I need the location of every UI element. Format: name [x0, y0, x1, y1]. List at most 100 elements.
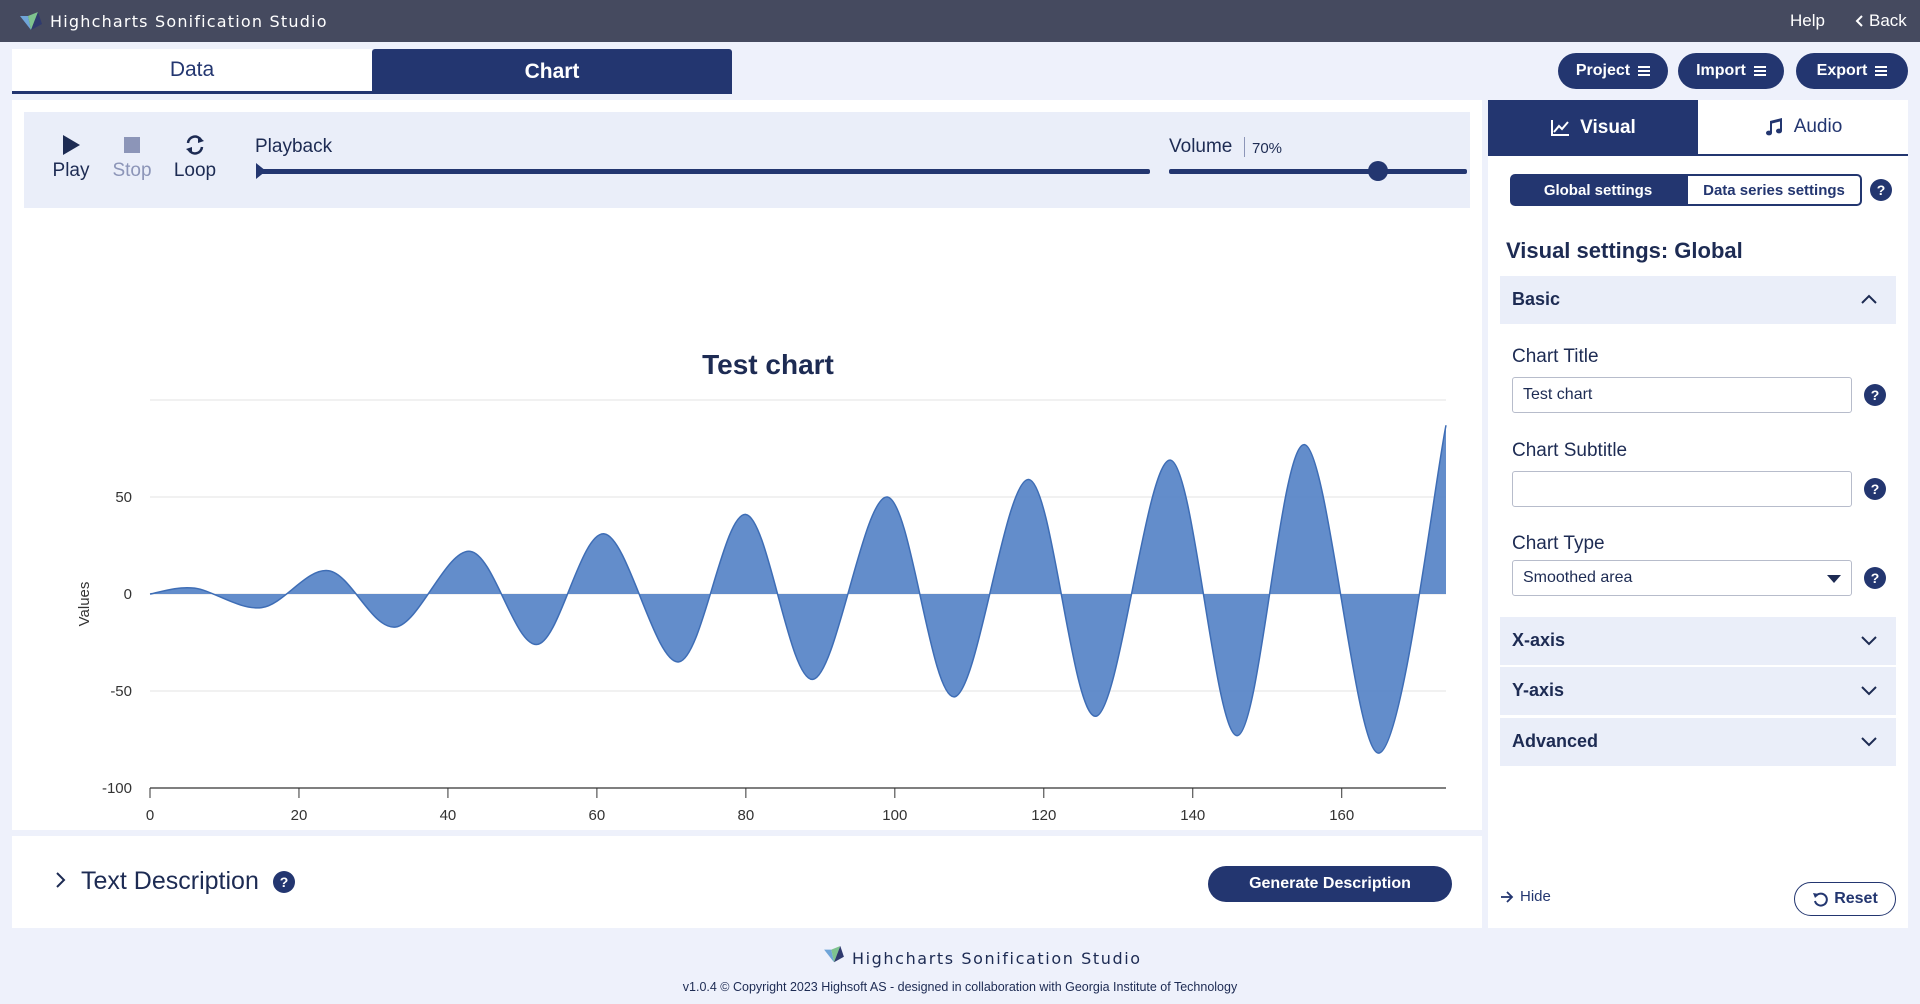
tab-audio-label: Audio [1793, 116, 1843, 137]
chart-panel: Play Stop Loop Playback Volume 70% Test … [12, 100, 1482, 830]
chart-subtitle-input[interactable] [1512, 471, 1852, 507]
y-axis-title: Values [76, 582, 93, 627]
chart: Test chart 50 0 -50 -100 Values 0 20 40 60 80 100 12… [76, 349, 1447, 820]
help-icon[interactable]: ? [1864, 567, 1886, 589]
project-button-label: Project [1575, 62, 1631, 79]
x-tick-label: 120 [1031, 807, 1056, 820]
tab-data[interactable]: Data [12, 49, 372, 94]
data-series-settings-button[interactable]: Data series settings [1686, 174, 1862, 206]
chart-type-label: Chart Type [1512, 533, 1605, 554]
chevron-up-icon [1861, 294, 1877, 304]
back-link[interactable]: Back [1869, 11, 1907, 30]
chart-type-value: Smoothed area [1523, 569, 1633, 586]
chevron-down-icon [1861, 737, 1877, 747]
play-icon [63, 135, 80, 155]
hide-label: Hide [1520, 888, 1551, 905]
y-tick-label: -50 [110, 683, 132, 700]
help-icon[interactable]: ? [273, 871, 295, 893]
visual-settings-heading: Visual settings: Global [1506, 238, 1743, 263]
basic-section-label: Basic [1512, 289, 1561, 309]
chart-subtitle-label: Chart Subtitle [1512, 440, 1628, 461]
x-tick-label: 160 [1329, 807, 1354, 820]
settings-panel: Visual Audio Global settings Data series… [1488, 100, 1908, 928]
volume-divider [1244, 137, 1245, 157]
chart-title: Test chart [702, 349, 834, 380]
playback-label: Playback [255, 136, 333, 157]
reset-icon [1813, 892, 1828, 907]
volume-value: 70% [1252, 140, 1283, 157]
chart-type-select[interactable]: Smoothed area [1512, 560, 1852, 596]
series-area [150, 425, 1446, 754]
loop-button[interactable]: Loop [170, 134, 220, 182]
chart-title-label: Chart Title [1512, 346, 1599, 367]
x-axis-section-label: X-axis [1512, 630, 1566, 650]
hide-panel-link[interactable]: Hide [1500, 888, 1551, 905]
y-axis-section-label: Y-axis [1512, 680, 1565, 700]
x-tick-label: 80 [738, 807, 755, 820]
advanced-section-label: Advanced [1512, 731, 1599, 751]
menu-icon [1875, 66, 1888, 76]
chevron-right-icon[interactable] [52, 870, 68, 890]
playback-bar: Play Stop Loop Playback Volume 70% [24, 112, 1470, 208]
generate-description-button[interactable]: Generate Description [1208, 866, 1452, 902]
export-button-label: Export [1816, 62, 1868, 79]
x-tick-label: 0 [146, 807, 154, 820]
y-axis-section-header[interactable]: Y-axis [1500, 667, 1896, 715]
text-description-bar: Text Description ? Generate Description [12, 836, 1482, 928]
top-bar: Highcharts Sonification Studio Help Back [0, 0, 1920, 42]
tab-audio[interactable]: Audio [1698, 100, 1908, 156]
advanced-section-header[interactable]: Advanced [1500, 718, 1896, 766]
global-settings-button[interactable]: Global settings [1510, 174, 1686, 206]
reset-button[interactable]: Reset [1794, 882, 1896, 916]
volume-thumb[interactable] [1367, 161, 1388, 181]
x-axis-section-header[interactable]: X-axis [1500, 617, 1896, 665]
play-button[interactable]: Play [50, 134, 92, 182]
help-icon[interactable]: ? [1870, 179, 1892, 201]
x-tick-label: 20 [291, 807, 308, 820]
loop-icon [186, 135, 204, 155]
text-description-title[interactable]: Text Description [81, 867, 259, 895]
chevron-left-icon[interactable] [1853, 14, 1867, 28]
help-icon[interactable]: ? [1864, 384, 1886, 406]
reset-label: Reset [1834, 890, 1878, 907]
loop-label: Loop [173, 160, 217, 181]
tab-visual-label: Visual [1580, 117, 1636, 138]
import-button-label: Import [1696, 62, 1746, 79]
y-tick-label: 50 [115, 489, 132, 506]
tab-visual[interactable]: Visual [1488, 100, 1698, 156]
playback-slider[interactable] [256, 169, 1150, 174]
footer-copyright: v1.0.4 © Copyright 2023 Highsoft AS - de… [682, 980, 1238, 994]
export-button[interactable]: Export [1796, 53, 1908, 89]
basic-section-header[interactable]: Basic [1500, 276, 1896, 324]
dropdown-caret-icon [1827, 575, 1841, 583]
project-button[interactable]: Project [1558, 53, 1668, 89]
tab-chart[interactable]: Chart [372, 49, 732, 94]
app-title: Highcharts Sonification Studio [50, 12, 328, 31]
chevron-down-icon [1861, 686, 1877, 696]
x-tick-label: 60 [589, 807, 606, 820]
volume-label: Volume [1169, 136, 1233, 157]
line-chart-icon [1551, 120, 1570, 136]
y-tick-label: 0 [124, 586, 132, 603]
volume-slider[interactable] [1169, 169, 1467, 174]
series-line [149, 425, 1447, 754]
help-icon[interactable]: ? [1864, 478, 1886, 500]
import-button[interactable]: Import [1678, 53, 1784, 89]
x-tick-label: 100 [882, 807, 907, 820]
footer-title: Highcharts Sonification Studio [852, 949, 1142, 968]
y-tick-label: -100 [102, 780, 132, 797]
logo-icon [824, 946, 844, 963]
stop-button[interactable]: Stop [108, 134, 156, 182]
arrow-right-icon [1501, 890, 1514, 903]
playback-thumb[interactable] [256, 163, 266, 179]
help-link[interactable]: Help [1790, 11, 1825, 30]
stop-icon [124, 137, 140, 153]
chart-title-input[interactable] [1512, 377, 1852, 413]
music-note-icon [1765, 118, 1782, 136]
logo-icon [20, 12, 42, 30]
stop-label: Stop [112, 160, 152, 181]
x-tick-label: 40 [440, 807, 457, 820]
menu-icon [1638, 66, 1651, 76]
x-tick-label: 140 [1180, 807, 1205, 820]
chevron-down-icon [1861, 636, 1877, 646]
